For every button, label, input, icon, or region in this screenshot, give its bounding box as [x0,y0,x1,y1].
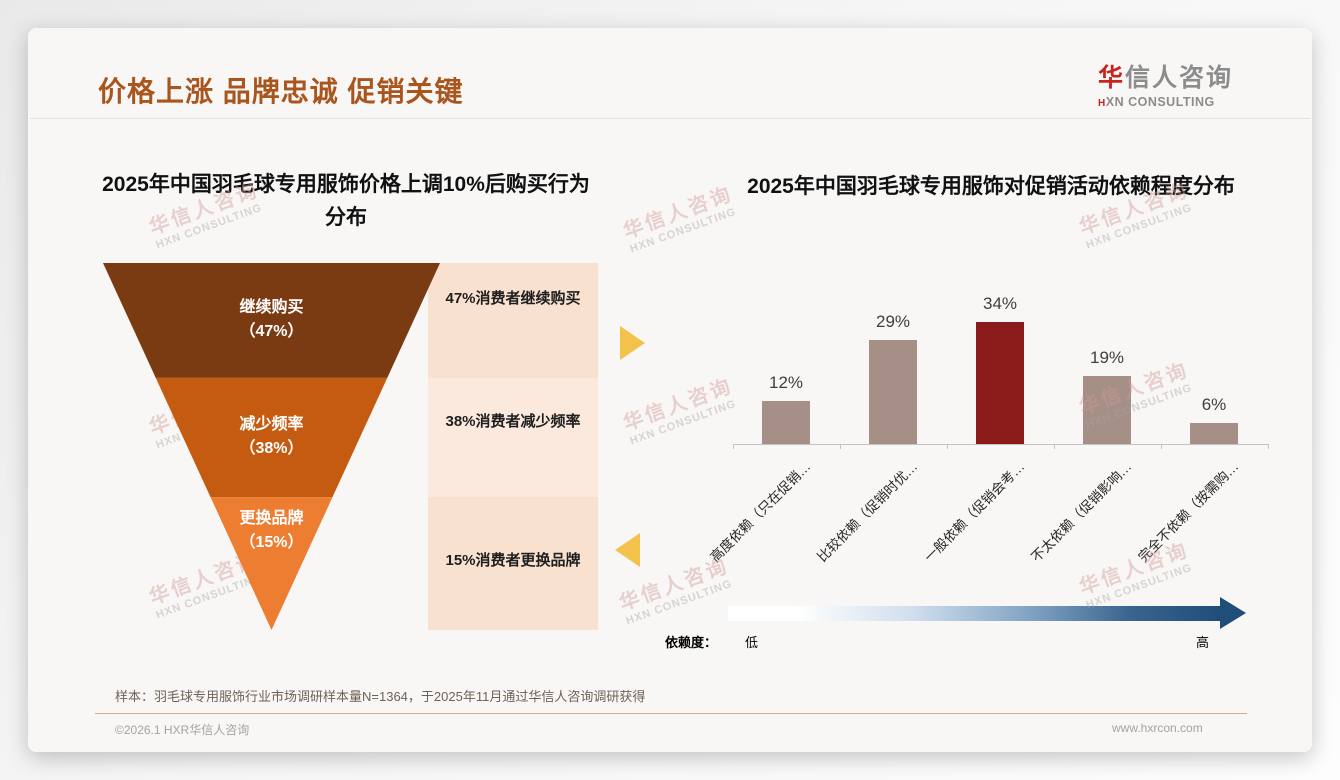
x-axis [733,444,1268,445]
funnel-note-box-2: 38%消费者减少频率 [428,378,598,497]
funnel-note-2: 38%消费者减少频率 [445,413,581,430]
funnel-note-3: 15%消费者更换品牌 [445,552,581,569]
dependency-gradient-arrowhead-icon [1220,597,1246,629]
bar-generally-dependent [976,322,1024,444]
bar-value-label: 6% [1201,395,1227,414]
dependency-high-label: 高 [1196,635,1210,650]
company-logo: 华信人咨询 HXN CONSULTING [1098,58,1258,109]
axis-tick [1054,444,1055,449]
bar-fairly-dependent [869,340,917,444]
footer-divider [95,713,1247,714]
header-divider [30,118,1310,119]
bar-chart-title: 2025年中国羽毛球专用服饰对促销活动依赖程度分布 [747,175,1235,198]
dependency-axis-label: 依赖度： [665,635,718,650]
axis-tick [733,444,734,449]
left-arrow-icon [615,533,640,567]
funnel-label-reduce: 减少频率 （38%） [239,416,304,457]
axis-tick [947,444,948,449]
bar-value-label: 12% [768,373,804,392]
funnel-chart-title: 2025年中国羽毛球专用服饰价格上调10%后购买行为 分布 [102,173,590,229]
axis-tick [1268,444,1269,449]
page-title: 价格上涨 品牌忠诚 促销关键 [98,76,464,107]
funnel-label-switch: 更换品牌 （15%） [239,510,304,551]
funnel-note-box-1: 47%消费者继续购买 [428,263,598,378]
website-url: www.hxrcon.com [1112,721,1203,735]
bar-value-label: 29% [875,312,911,331]
right-arrow-icon [620,326,645,360]
funnel-label-continue: 继续购买 （47%） [239,299,304,340]
axis-tick [840,444,841,449]
logo-cn-text: 华信人咨询 [1098,64,1234,92]
funnel-note-box-3: 15%消费者更换品牌 [428,497,598,630]
bar-highly-dependent [762,401,810,444]
funnel-segment-continue [103,263,440,378]
bar-less-dependent [1083,376,1131,444]
dependency-gradient-bar [728,606,1220,621]
bar-value-label: 19% [1089,348,1125,367]
logo-en-text: HXN CONSULTING [1098,95,1215,109]
dependency-low-label: 低 [745,635,759,650]
sample-note: 样本：羽毛球专用服饰行业市场调研样本量N=1364，于2025年11月通过华信人… [115,689,646,704]
funnel-chart: 继续购买 （47%） 减少频率 （38%） 更换品牌 （15%） [103,263,440,630]
axis-tick [1161,444,1162,449]
bar-not-dependent [1190,423,1238,444]
copyright-text: ©2026.1 HXR华信人咨询 [115,723,250,737]
bar-value-label: 34% [982,294,1018,313]
funnel-note-1: 47%消费者继续购买 [445,290,581,307]
